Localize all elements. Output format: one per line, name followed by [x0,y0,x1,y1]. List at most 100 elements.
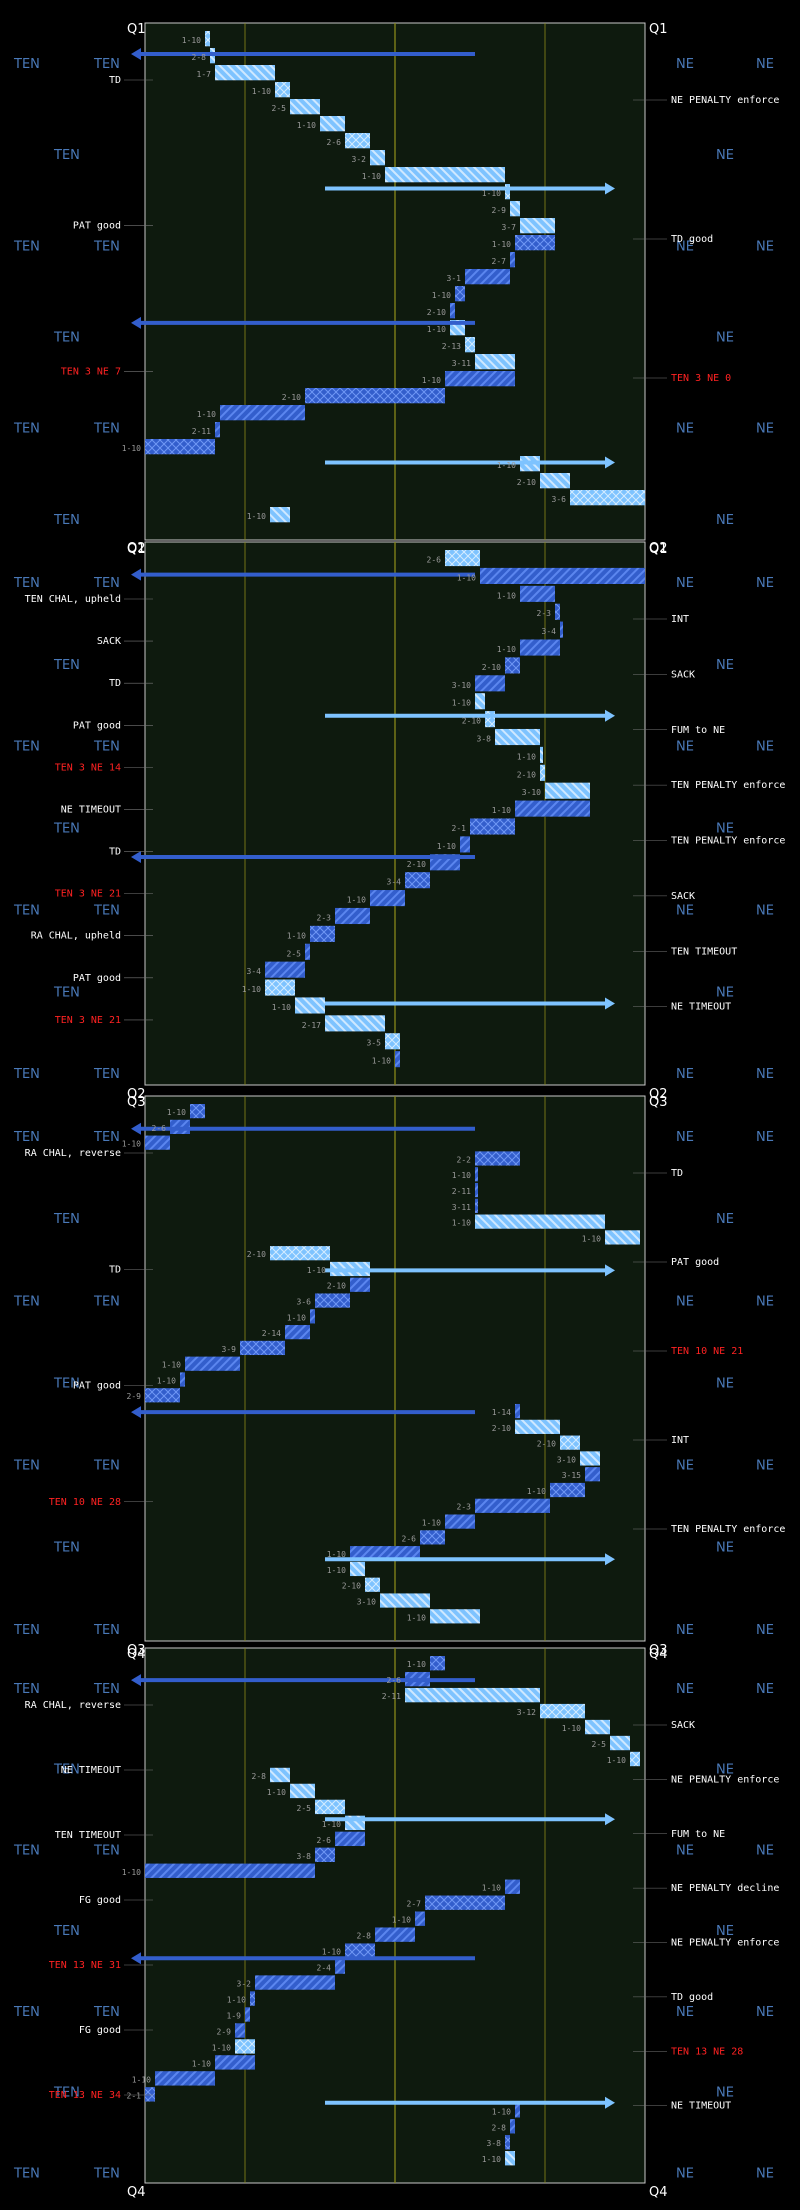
team-watermark-right: NE [676,740,694,755]
team-watermark-right: NE [676,1067,694,1082]
play-down-label: 1-10 [297,121,316,130]
play-bar [315,1293,350,1308]
team-watermark-left: TEN [93,239,120,254]
play-bar [515,800,590,817]
left-event-label: TEN 3 NE 7 [61,366,121,377]
play-down-label: 3-2 [352,155,367,164]
team-watermark-left: TEN [53,985,80,1000]
play-down-label: 2-8 [357,1932,372,1941]
right-event-label: TEN 13 NE 28 [671,2046,743,2057]
right-event-label: INT [671,614,689,625]
play-bar [215,65,275,81]
play-down-label: 3-4 [542,627,557,636]
play-down-label: 2-5 [287,949,302,958]
play-bar [375,1927,415,1942]
team-watermark-left: TEN [93,1130,120,1145]
right-event-label: SACK [671,1720,695,1731]
play-bar [145,1388,180,1403]
play-bar [610,1735,630,1751]
play-bar [265,961,305,978]
team-watermark-right: NE [756,1294,774,1309]
kick-arrowhead [605,456,615,469]
play-bar [145,1863,315,1878]
play-bar [320,116,345,132]
play-bar [315,1847,335,1862]
play-down-label: 1-10 [392,1916,411,1925]
play-bar [395,1051,400,1068]
play-bar [350,1546,420,1561]
team-watermark-left: TEN [53,822,80,837]
play-bar [585,1719,610,1735]
play-down-label: 2-6 [317,1836,332,1845]
play-down-label: 3-6 [552,495,567,504]
play-bar [450,303,455,319]
play-down-label: 2-10 [517,770,536,779]
play-down-label: 1-10 [132,2075,151,2084]
play-bar [485,711,495,728]
play-bar [475,1198,478,1213]
play-bar [560,1435,580,1450]
play-down-label: 1-10 [192,2059,211,2068]
play-down-label: 3-6 [297,1298,312,1307]
quarter-label: Q3 [649,1095,668,1110]
play-bar [505,2151,515,2166]
play-down-label: 2-1 [127,2091,142,2100]
team-watermark-left: TEN [93,422,120,437]
play-bar [215,2055,255,2070]
team-watermark-right: NE [676,1682,694,1697]
play-down-label: 2-10 [407,860,426,869]
play-down-label: 2-10 [462,717,481,726]
team-watermark-left: TEN [13,1294,40,1309]
kick-arrowhead [131,568,141,581]
team-watermark-right: NE [676,1459,694,1474]
play-bar [310,1309,315,1324]
play-bar [510,201,520,217]
left-event-label: TEN 13 NE 31 [49,1960,121,1971]
play-bar [605,1230,640,1245]
play-bar [405,1687,540,1703]
play-down-label: 2-3 [537,609,552,618]
play-down-label: 1-10 [492,2107,511,2116]
play-down-label: 1-10 [287,1313,306,1322]
play-bar [295,997,325,1014]
play-bar [335,1831,365,1847]
team-watermark-left: TEN [13,2005,40,2020]
quarter-label: Q1 [649,22,668,37]
play-down-label: 1-10 [427,325,446,334]
play-bar [315,1799,345,1815]
play-down-label: 1-10 [482,1884,501,1893]
play-down-label: 1-10 [162,1361,181,1370]
play-bar [455,286,465,302]
team-watermark-left: TEN [93,1623,120,1638]
play-down-label: 2-10 [427,308,446,317]
play-down-label: 1-10 [457,573,476,582]
left-event-label: TEN 13 NE 34 [49,2090,121,2101]
team-watermark-right: NE [716,658,734,673]
play-bar [510,2119,515,2134]
team-watermark-left: TEN [53,1763,80,1778]
play-down-label: 1-10 [452,1171,471,1180]
play-down-label: 1-10 [517,752,536,761]
left-event-label: TEN 10 NE 28 [49,1497,121,1508]
play-down-label: 1-10 [122,444,141,453]
quarter-label: Q2 [127,1087,146,1102]
play-down-label: 1-10 [437,842,456,851]
kick-arrowhead [131,850,141,863]
play-down-label: 2-10 [482,663,501,672]
play-bar [365,1577,380,1592]
team-watermark-right: NE [716,1763,734,1778]
play-bar [270,1767,290,1783]
play-down-label: 1-10 [422,1519,441,1528]
team-watermark-left: TEN [93,903,120,918]
play-bar [545,782,590,799]
play-down-label: 1-10 [322,1948,341,1957]
team-watermark-right: NE [716,331,734,346]
play-down-label: 1-10 [122,1140,141,1149]
play-down-label: 2-7 [492,257,507,266]
play-down-label: 2-6 [152,1124,167,1133]
quarter-label: Q2 [127,541,146,556]
play-bar [515,2103,520,2118]
right-event-label: PAT good [671,1257,719,1268]
play-down-label: 1-10 [197,410,216,419]
play-bar [145,1135,170,1150]
